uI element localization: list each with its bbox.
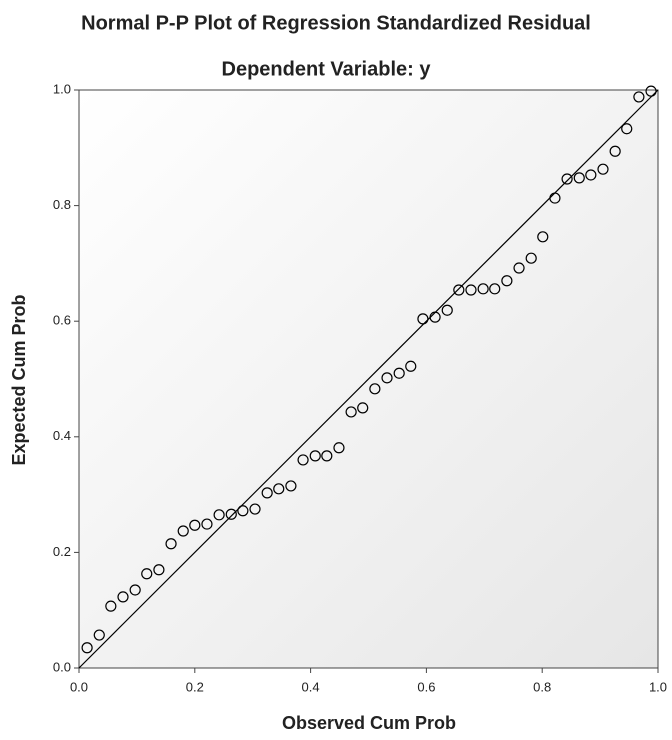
y-tick-label: 0.6 (53, 313, 71, 328)
x-tick-label: 1.0 (649, 679, 667, 694)
x-tick-label: 0.6 (417, 679, 435, 694)
y-tick-label: 0.2 (53, 544, 71, 559)
y-tick-label: 0.8 (53, 197, 71, 212)
chart-title: Normal P-P Plot of Regression Standardiz… (81, 12, 591, 34)
y-tick-label: 1.0 (53, 81, 71, 96)
y-tick-label: 0.4 (53, 428, 71, 443)
chart-subtitle: Dependent Variable: y (222, 58, 432, 80)
x-axis-label: Observed Cum Prob (282, 713, 456, 733)
chart: Normal P-P Plot of Regression Standardiz… (0, 0, 672, 740)
y-axis-label: Expected Cum Prob (9, 294, 29, 465)
x-tick-label: 0.8 (533, 679, 551, 694)
y-tick-label: 0.0 (53, 659, 71, 674)
x-tick-label: 0.2 (186, 679, 204, 694)
x-tick-label: 0.4 (302, 679, 320, 694)
x-tick-label: 0.0 (70, 679, 88, 694)
